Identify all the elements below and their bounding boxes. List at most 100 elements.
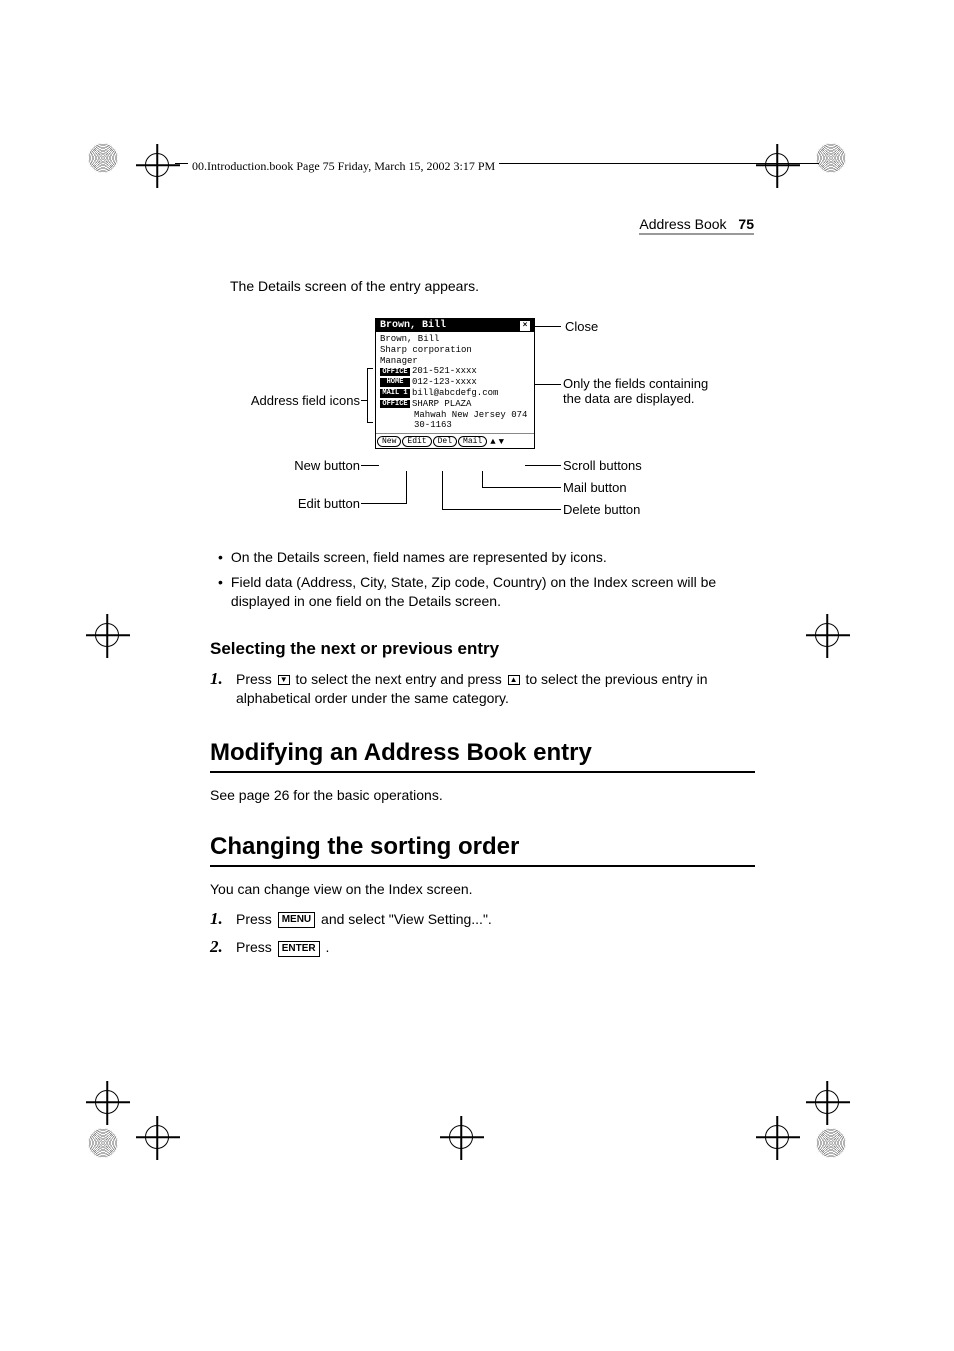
field-icon: OFFICE xyxy=(380,400,410,408)
annotation-close: Close xyxy=(565,319,598,334)
field-value: bill@abcdefg.com xyxy=(412,388,498,399)
pda-button-row: New Edit Del Mail ▲ ▼ xyxy=(376,433,534,448)
page-number: 75 xyxy=(738,216,754,232)
pda-mail-button: Mail xyxy=(458,436,487,447)
registration-mark-icon xyxy=(95,1090,119,1114)
annot-line xyxy=(482,471,483,488)
print-mark-decoration xyxy=(816,1128,846,1158)
field-value: SHARP PLAZA xyxy=(412,399,471,410)
pda-line: MAIL 1bill@abcdefg.com xyxy=(378,388,532,399)
step-frag: to select the next entry and press xyxy=(296,671,502,687)
enter-key-icon: ENTER xyxy=(278,941,320,957)
bullet-icon: • xyxy=(218,573,223,611)
section-name: Address Book xyxy=(639,216,726,232)
annot-line xyxy=(525,465,561,466)
annot-line xyxy=(534,384,561,385)
scroll-up-icon: ▲ xyxy=(490,437,495,447)
pda-line: Mahwah New Jersey 074 xyxy=(378,410,532,421)
step-frag: Press xyxy=(236,911,272,927)
step-frag: Press xyxy=(236,671,272,687)
pda-edit-button: Edit xyxy=(402,436,431,447)
step-text: Press ▼ to select the next entry and pre… xyxy=(236,670,755,709)
annotation-fields-l2: the data are displayed. xyxy=(563,391,708,406)
pda-del-button: Del xyxy=(433,436,457,447)
field-icon: OFFICE xyxy=(380,368,410,376)
print-mark-decoration xyxy=(816,143,846,173)
registration-mark-icon xyxy=(145,153,169,177)
sort-body: You can change view on the Index screen. xyxy=(210,881,755,897)
bullet-list: • On the Details screen, field names are… xyxy=(210,548,755,611)
pda-line: 30-1163 xyxy=(378,420,532,431)
field-value: 012-123-xxxx xyxy=(412,377,477,388)
pda-line: Sharp corporation xyxy=(378,345,532,356)
close-icon: × xyxy=(520,321,530,331)
step-frag: . xyxy=(325,939,329,955)
annotation-mail: Mail button xyxy=(563,480,627,495)
print-mark-decoration xyxy=(88,1128,118,1158)
annotation-new-button: New button xyxy=(275,458,360,473)
step-number: 2. xyxy=(210,937,228,957)
annotation-scroll: Scroll buttons xyxy=(563,458,642,473)
annot-line xyxy=(361,400,367,401)
bullet-text: Field data (Address, City, State, Zip co… xyxy=(231,573,755,611)
annotation-fields-note: Only the fields containing the data are … xyxy=(563,376,708,406)
pda-title-text: Brown, Bill xyxy=(380,320,446,331)
scroll-down-icon: ▼ xyxy=(499,437,504,447)
annot-line xyxy=(482,487,561,488)
bullet-text: On the Details screen, field names are r… xyxy=(231,548,607,567)
bullet-icon: • xyxy=(218,548,223,567)
step-frag: and select "View Setting...". xyxy=(321,911,492,927)
print-mark-decoration xyxy=(88,143,118,173)
pda-line: OFFICE201-521-xxxx xyxy=(378,366,532,377)
intro-text: The Details screen of the entry appears. xyxy=(230,278,755,294)
annotation-addr-icons: Address field icons xyxy=(230,393,360,408)
registration-mark-icon xyxy=(765,153,789,177)
annot-line xyxy=(406,471,407,504)
bracket-icon xyxy=(367,368,373,423)
pda-line: Brown, Bill xyxy=(378,334,532,345)
field-value: 201-521-xxxx xyxy=(412,366,477,377)
field-icon: HOME xyxy=(380,378,410,386)
annot-line xyxy=(361,503,406,504)
annot-line xyxy=(442,471,443,510)
subheading-selecting: Selecting the next or previous entry xyxy=(210,639,755,659)
page-header-rule xyxy=(639,233,754,235)
step-item: 2. Press ENTER . xyxy=(210,937,755,958)
details-screen-diagram: Brown, Bill × Brown, Bill Sharp corporat… xyxy=(220,318,755,538)
modify-body: See page 26 for the basic operations. xyxy=(210,787,755,803)
pda-screen: Brown, Bill × Brown, Bill Sharp corporat… xyxy=(375,318,535,449)
pda-line: OFFICESHARP PLAZA xyxy=(378,399,532,410)
step-text: Press MENU and select "View Setting...". xyxy=(236,910,755,930)
annotation-edit-button: Edit button xyxy=(275,496,360,511)
bullet-item: • Field data (Address, City, State, Zip … xyxy=(210,573,755,611)
step-item: 1. Press MENU and select "View Setting..… xyxy=(210,909,755,930)
bullet-item: • On the Details screen, field names are… xyxy=(210,548,755,567)
annotation-fields-l1: Only the fields containing xyxy=(563,376,708,391)
step-text: Press ENTER . xyxy=(236,938,755,958)
pda-line: HOME012-123-xxxx xyxy=(378,377,532,388)
page-header: Address Book 75 xyxy=(639,216,754,232)
registration-mark-icon xyxy=(815,623,839,647)
registration-mark-icon xyxy=(765,1125,789,1149)
heading-sorting: Changing the sorting order xyxy=(210,833,755,861)
annotation-delete: Delete button xyxy=(563,502,640,517)
up-arrow-icon: ▲ xyxy=(508,675,520,685)
heading-modifying: Modifying an Address Book entry xyxy=(210,739,755,767)
step-number: 1. xyxy=(210,669,228,689)
registration-mark-icon xyxy=(815,1090,839,1114)
field-icon: MAIL 1 xyxy=(380,389,410,397)
heading-rule xyxy=(210,771,755,773)
annot-line xyxy=(534,326,561,327)
pda-new-button: New xyxy=(377,436,401,447)
registration-mark-icon xyxy=(449,1125,473,1149)
registration-mark-icon xyxy=(95,623,119,647)
pda-titlebar: Brown, Bill × xyxy=(376,319,534,332)
annot-line xyxy=(442,509,561,510)
heading-rule xyxy=(210,865,755,867)
menu-key-icon: MENU xyxy=(278,912,315,928)
registration-mark-icon xyxy=(145,1125,169,1149)
pda-line: Manager xyxy=(378,356,532,367)
step-frag: Press xyxy=(236,939,272,955)
step-item: 1. Press ▼ to select the next entry and … xyxy=(210,669,755,709)
page-stamp: 00.Introduction.book Page 75 Friday, Mar… xyxy=(188,159,499,174)
